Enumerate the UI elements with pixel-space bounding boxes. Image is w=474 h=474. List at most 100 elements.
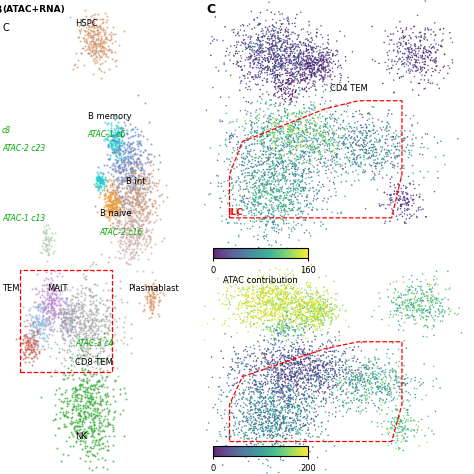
Point [370,126,377,133]
Point [299,55,307,62]
Point [123,235,130,242]
Point [218,198,226,206]
Point [208,33,216,40]
Point [147,305,155,313]
Point [129,181,137,189]
Point [303,227,310,234]
Point [263,298,270,306]
Point [305,54,313,62]
Point [397,39,404,47]
Point [283,288,291,296]
Point [316,301,323,308]
Point [219,188,227,195]
Point [304,419,311,427]
Point [260,202,267,210]
Point [105,46,112,54]
Point [302,140,310,148]
Point [280,368,288,376]
Point [246,150,253,158]
Point [269,21,276,29]
Point [128,166,136,173]
Point [288,48,295,55]
Point [282,42,289,50]
Point [269,428,277,436]
Point [295,68,302,75]
Point [290,123,297,130]
Point [130,216,137,223]
Point [310,317,318,325]
Point [293,73,301,80]
Point [112,56,119,64]
Point [301,329,309,337]
Point [228,179,236,186]
Point [432,48,439,55]
Point [82,347,90,355]
Point [42,228,50,236]
Point [109,204,116,211]
Point [319,295,326,303]
Point [230,429,238,437]
Point [371,375,379,383]
Point [149,301,157,309]
Point [318,155,325,163]
Point [320,301,328,309]
Point [283,33,290,41]
Point [276,383,284,390]
Point [228,175,236,182]
Point [32,320,40,328]
Point [73,386,81,393]
Point [335,362,343,369]
Point [283,289,291,296]
Point [383,425,391,432]
Point [243,291,250,298]
Point [103,329,111,337]
Point [255,400,263,407]
Point [305,67,313,74]
Point [250,43,258,51]
Point [84,397,91,405]
Point [297,147,305,155]
Point [268,357,276,365]
Point [76,407,83,415]
Point [284,189,292,196]
Point [301,372,309,379]
Point [250,389,258,396]
Point [291,340,298,348]
Point [34,319,42,327]
Point [72,397,80,404]
Point [287,355,295,362]
Point [104,340,112,348]
Point [64,308,72,316]
Point [262,401,270,409]
Point [381,138,389,146]
Point [278,170,286,178]
Point [266,206,273,213]
Point [315,135,322,142]
Point [86,46,94,54]
Point [84,312,91,320]
Point [386,69,393,77]
Point [297,112,305,119]
Point [297,75,305,83]
Point [108,207,116,215]
Point [20,332,28,339]
Point [253,365,261,373]
Point [80,306,87,313]
Point [250,173,257,181]
Point [60,318,68,325]
Point [309,310,317,317]
Point [291,164,299,172]
Point [309,58,316,66]
Point [305,379,312,387]
Point [282,428,290,435]
Point [280,383,288,391]
Point [269,406,277,413]
Point [282,290,290,298]
Point [94,36,102,43]
Point [405,196,412,204]
Point [137,203,145,211]
Point [244,298,252,305]
Point [367,131,375,139]
Point [297,73,304,81]
Point [117,164,124,172]
